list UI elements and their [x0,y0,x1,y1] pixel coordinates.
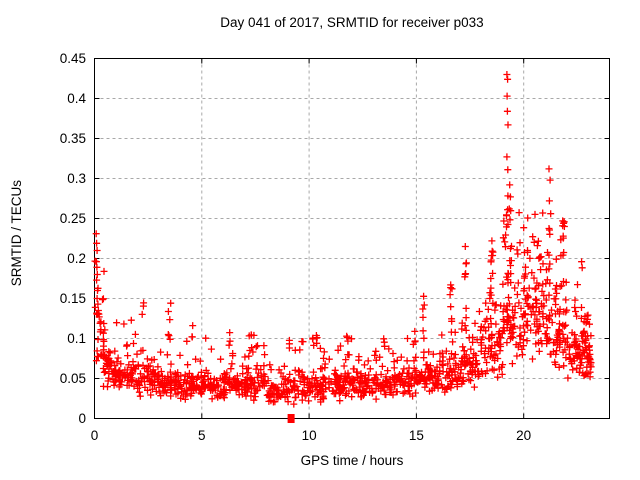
y-tick-label: 0 [78,410,86,426]
y-tick-label: 0.3 [67,170,86,186]
x-tick-label: 5 [198,428,206,443]
x-axis-label: GPS time / hours [300,453,404,468]
x-tick-label: 0 [90,428,99,443]
y-tick-label: 0.45 [59,50,86,66]
grid-lines [94,58,610,419]
y-tick-label: 0.4 [67,90,86,106]
y-tick-label: 0.35 [59,130,86,146]
x-tick-label: 15 [408,428,424,443]
plot-border [94,58,610,419]
y-tick-label: 0.15 [59,290,86,306]
x-tick-label: 20 [516,428,532,443]
scatter-points [91,71,595,408]
chart-title: Day 041 of 2017, SRMTID for receiver p03… [220,15,484,30]
y-tick-label: 0.1 [67,330,86,346]
y-tick-label: 0.25 [59,210,86,226]
y-tick-label: 0.05 [59,370,86,386]
x-tick-label: 10 [301,428,317,443]
special-square-point [287,414,295,423]
y-tick-label: 0.2 [67,250,86,266]
